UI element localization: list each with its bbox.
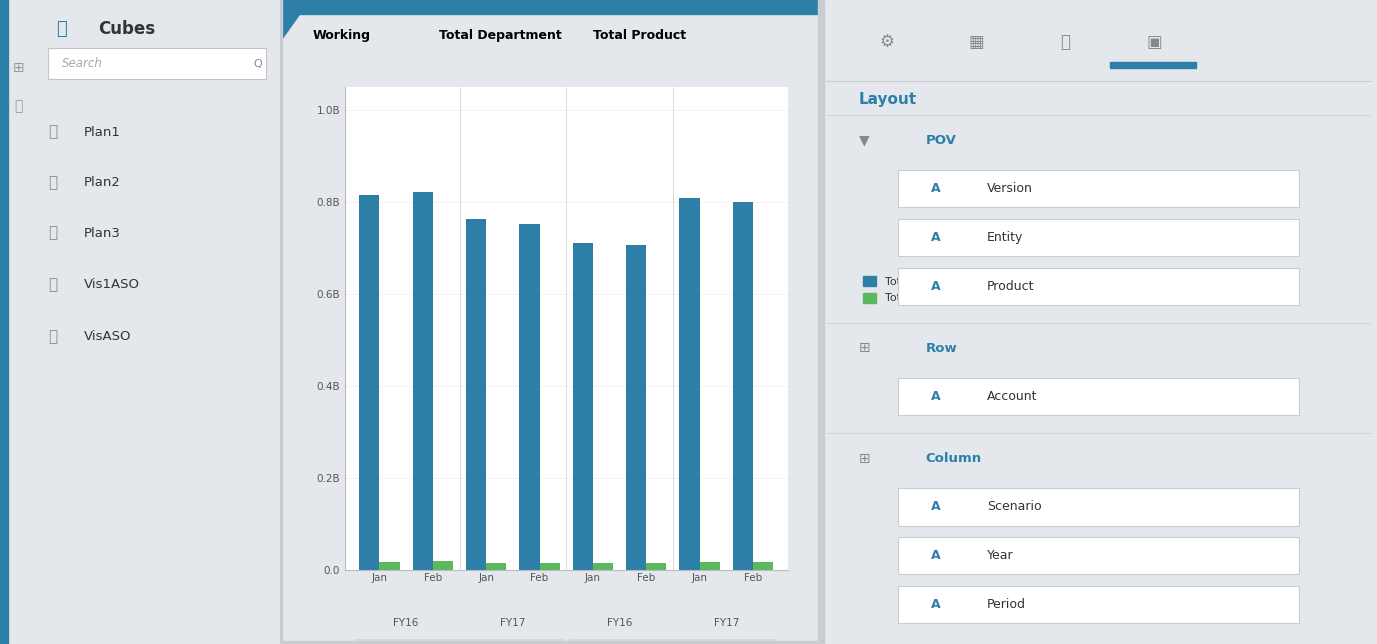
Text: 🎲: 🎲 <box>48 175 58 190</box>
Text: ⚙: ⚙ <box>880 33 894 51</box>
FancyBboxPatch shape <box>898 170 1299 207</box>
FancyBboxPatch shape <box>898 268 1299 305</box>
Text: A: A <box>931 280 940 293</box>
Text: Scenario: Scenario <box>987 500 1042 513</box>
Bar <box>593 563 613 570</box>
Bar <box>280 0 282 644</box>
Bar <box>280 0 819 14</box>
Text: A: A <box>931 182 940 195</box>
Text: Version: Version <box>987 182 1033 195</box>
Text: FY16: FY16 <box>607 618 632 629</box>
FancyBboxPatch shape <box>48 48 266 79</box>
Polygon shape <box>280 0 310 42</box>
Text: Q: Q <box>253 59 262 69</box>
Text: Entity: Entity <box>987 231 1023 244</box>
Bar <box>818 0 819 644</box>
Bar <box>646 563 666 570</box>
Bar <box>519 223 540 570</box>
FancyBboxPatch shape <box>898 378 1299 415</box>
Text: Working: Working <box>313 29 370 42</box>
Text: 🎲: 🎲 <box>48 124 58 140</box>
FancyBboxPatch shape <box>898 219 1299 256</box>
Text: FY17: FY17 <box>713 618 739 629</box>
Bar <box>413 192 432 570</box>
Bar <box>540 563 560 570</box>
Text: Layout: Layout <box>859 92 917 108</box>
Text: Row: Row <box>925 342 957 355</box>
Text: Period: Period <box>987 598 1026 611</box>
Text: ⊞: ⊞ <box>12 61 23 75</box>
Text: Plan2: Plan2 <box>84 176 121 189</box>
Text: ⊞: ⊞ <box>859 341 870 355</box>
FancyBboxPatch shape <box>898 537 1299 574</box>
Text: 📊: 📊 <box>1060 33 1070 51</box>
Text: 🎲: 🎲 <box>48 277 58 292</box>
Bar <box>573 243 593 570</box>
Bar <box>627 245 646 570</box>
Text: 📊: 📊 <box>14 99 22 113</box>
Bar <box>733 202 753 570</box>
Text: Account: Account <box>987 390 1038 403</box>
Text: FY17: FY17 <box>500 618 526 629</box>
Text: Plan1: Plan1 <box>84 126 121 138</box>
Text: Cubes: Cubes <box>98 20 156 38</box>
FancyBboxPatch shape <box>898 488 1299 526</box>
Text: ▼: ▼ <box>859 133 870 147</box>
Legend: Total Assets, Total Revenue: Total Assets, Total Revenue <box>859 272 968 308</box>
Text: 🧊: 🧊 <box>56 20 67 38</box>
Text: Total Department: Total Department <box>439 29 562 42</box>
Text: A: A <box>931 598 940 611</box>
Text: 🎲: 🎲 <box>48 225 58 241</box>
Text: A: A <box>931 231 940 244</box>
Text: A: A <box>931 549 940 562</box>
Text: Search: Search <box>62 57 102 70</box>
Text: ▣: ▣ <box>1146 33 1162 51</box>
Bar <box>679 198 700 570</box>
Bar <box>280 641 819 644</box>
Text: 🎲: 🎲 <box>48 328 58 344</box>
Text: A: A <box>931 500 940 513</box>
Text: Column: Column <box>925 452 982 465</box>
Text: Product: Product <box>987 280 1034 293</box>
Bar <box>465 220 486 570</box>
Bar <box>1110 62 1197 68</box>
Text: FY16: FY16 <box>394 618 419 629</box>
Text: POV: POV <box>925 134 957 147</box>
Bar <box>359 195 380 570</box>
Text: A: A <box>931 390 940 403</box>
Bar <box>432 561 453 570</box>
Text: Year: Year <box>987 549 1013 562</box>
Bar <box>753 562 774 570</box>
Bar <box>486 563 507 570</box>
Text: Total Product: Total Product <box>593 29 686 42</box>
Text: ▦: ▦ <box>968 33 983 51</box>
Bar <box>0 0 8 644</box>
Text: VisASO: VisASO <box>84 330 131 343</box>
Bar <box>819 0 825 644</box>
Bar <box>380 562 399 570</box>
Text: ⊞: ⊞ <box>859 451 870 466</box>
Bar <box>700 562 720 570</box>
Text: Plan3: Plan3 <box>84 227 121 240</box>
FancyBboxPatch shape <box>898 586 1299 623</box>
Text: Vis1ASO: Vis1ASO <box>84 278 140 291</box>
